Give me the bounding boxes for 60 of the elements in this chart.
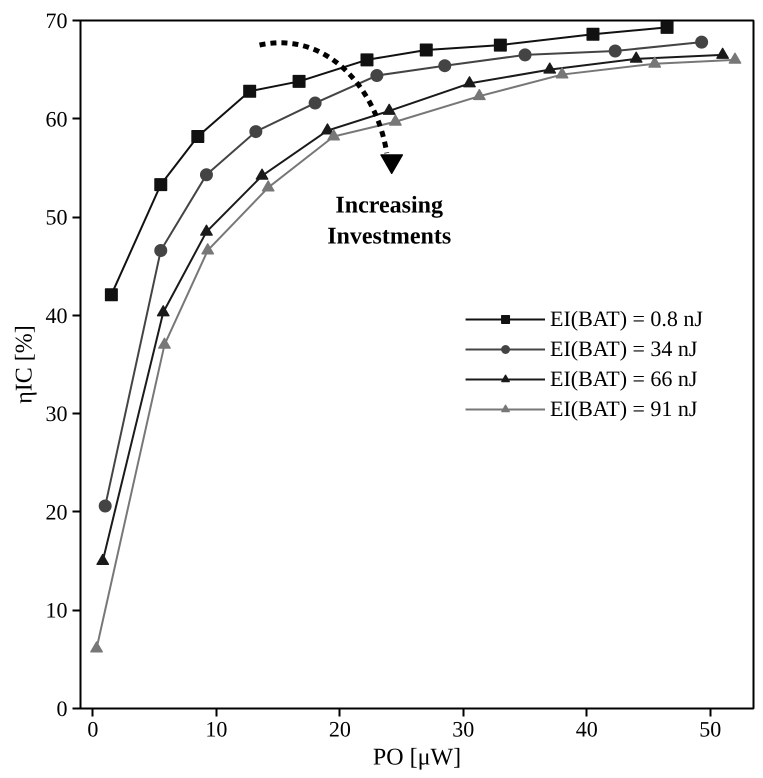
- point: [695, 36, 708, 49]
- point: [320, 123, 334, 135]
- point: [191, 130, 204, 143]
- point: [494, 38, 507, 52]
- point: [420, 43, 433, 56]
- y-tick-label: 40: [46, 302, 68, 328]
- legend-label: EI(BAT) = 66 nJ: [550, 366, 698, 392]
- point: [543, 62, 556, 74]
- point: [586, 28, 600, 41]
- point: [90, 641, 104, 653]
- x-tick-label: 40: [576, 716, 598, 742]
- y-tick-label: 50: [46, 204, 68, 230]
- x-axis-title: PO [μW]: [372, 744, 462, 770]
- point: [156, 304, 170, 316]
- point: [518, 48, 532, 62]
- point: [292, 74, 306, 88]
- point: [716, 47, 730, 59]
- x-tick-label: 50: [699, 716, 722, 742]
- y-tick-label: 60: [46, 106, 68, 132]
- y-tick-label: 0: [56, 696, 68, 721]
- point: [388, 114, 402, 126]
- point: [243, 84, 256, 98]
- y-axis-title: ηIC [%]: [12, 325, 38, 404]
- point: [200, 168, 213, 182]
- point: [308, 96, 322, 110]
- point: [96, 554, 110, 566]
- y-tick-label: 10: [46, 598, 68, 623]
- point: [262, 180, 275, 192]
- point: [256, 168, 269, 180]
- point: [249, 125, 262, 138]
- y-tick-label: 30: [46, 401, 68, 426]
- x-tick-label: 10: [205, 716, 228, 742]
- point: [630, 51, 643, 63]
- point: [438, 59, 452, 72]
- annotation: Increasing Investments: [327, 192, 452, 250]
- point: [648, 56, 662, 68]
- point: [472, 88, 486, 100]
- x-tick-label: 30: [452, 716, 474, 742]
- y-tick-label: 20: [46, 499, 68, 524]
- point: [382, 103, 396, 115]
- point: [104, 288, 118, 302]
- point: [200, 224, 213, 236]
- y-tick-label: 70: [46, 8, 68, 33]
- point: [728, 52, 742, 64]
- point: [370, 69, 384, 82]
- point: [462, 76, 476, 88]
- legend-label: EI(BAT) = 34 nJ: [550, 336, 698, 362]
- point: [360, 53, 374, 66]
- point: [660, 20, 674, 34]
- point: [158, 337, 171, 349]
- legend-label: EI(BAT) = 0.8 nJ: [550, 306, 703, 332]
- point: [201, 243, 214, 254]
- point: [154, 244, 168, 257]
- point: [608, 44, 622, 58]
- x-tick-label: 0: [87, 716, 98, 742]
- point: [327, 129, 340, 140]
- point: [556, 67, 569, 79]
- x-tick-label: 20: [328, 716, 351, 742]
- point: [154, 178, 168, 192]
- legend-label: EI(BAT) = 91 nJ: [550, 396, 698, 422]
